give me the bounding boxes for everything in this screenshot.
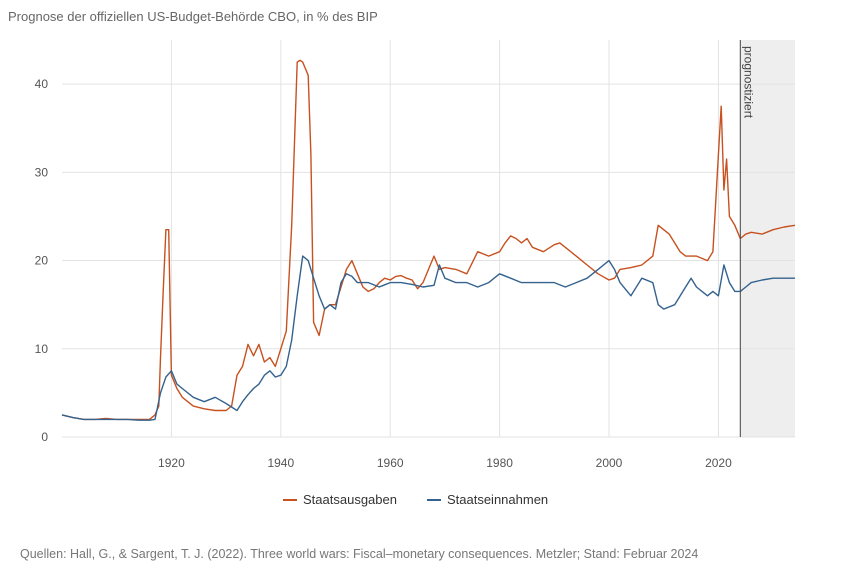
source-note: Quellen: Hall, G., & Sargent, T. J. (202… <box>20 547 699 561</box>
legend: Staatsausgaben Staatseinnahmen <box>283 492 548 507</box>
series-line-revenue[interactable] <box>61 255 795 421</box>
legend-label-revenue: Staatseinnahmen <box>446 492 549 507</box>
y-tick-label: 20 <box>35 254 49 268</box>
x-tick-label: 1960 <box>377 456 404 470</box>
x-tick-label: 1980 <box>486 456 513 470</box>
y-tick-label: 10 <box>35 342 49 356</box>
y-axis: 0 10 20 30 40 <box>35 77 49 444</box>
chart-subtitle: Prognose der offiziellen US-Budget-Behör… <box>8 9 378 24</box>
y-tick-label: 0 <box>41 430 48 444</box>
y-tick-label: 40 <box>35 77 49 91</box>
forecast-region <box>740 40 795 437</box>
x-tick-label: 2020 <box>705 456 732 470</box>
x-tick-label: 2000 <box>596 456 623 470</box>
x-tick-label: 1920 <box>158 456 185 470</box>
gridlines <box>62 40 795 438</box>
forecast-label: prognostiziert <box>741 46 755 119</box>
legend-label-spending: Staatsausgaben <box>303 492 397 507</box>
legend-swatch-spending <box>283 498 297 501</box>
y-tick-label: 30 <box>35 165 49 179</box>
chart-area: 0 10 20 30 40 1920 1940 1960 1980 2000 2020 progn… <box>35 40 796 470</box>
x-tick-label: 1940 <box>267 456 294 470</box>
x-axis: 1920 1940 1960 1980 2000 2020 <box>158 456 732 470</box>
legend-item-spending[interactable]: Staatsausgaben <box>283 492 397 507</box>
series-line-spending[interactable] <box>61 59 796 421</box>
legend-swatch-revenue <box>426 498 441 501</box>
series-layer <box>61 59 796 421</box>
legend-item-revenue[interactable]: Staatseinnahmen <box>426 492 549 507</box>
